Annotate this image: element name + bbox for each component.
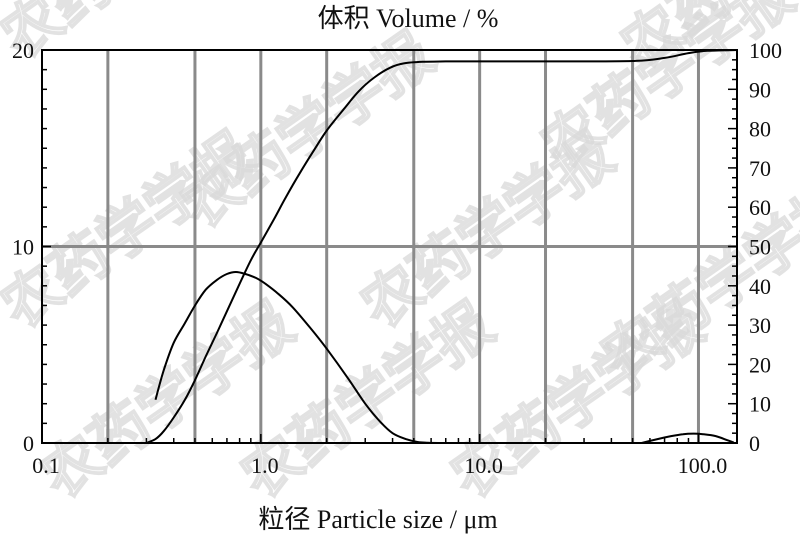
- y-right-tick-label: 40: [749, 274, 771, 299]
- series-layer: [145, 49, 738, 444]
- y-right-tick-label: 90: [749, 77, 771, 102]
- y-left-tick-label: 20: [12, 38, 34, 63]
- y-left-tick-label: 0: [23, 431, 34, 456]
- series-line-3: [145, 49, 738, 444]
- watermark-text: 农药学学报: [0, 119, 266, 341]
- x-tick-label: 1.0: [251, 453, 279, 478]
- y-right-tick-label: 50: [749, 235, 771, 260]
- y-right-tick-label: 30: [749, 313, 771, 338]
- x-tick-label: 0.1: [32, 453, 60, 478]
- watermark-text: 农药学学报: [0, 0, 266, 71]
- x-tick-label: 100.0: [678, 453, 728, 478]
- y-right-tick-label: 80: [749, 117, 771, 142]
- y-right-tick-label: 60: [749, 195, 771, 220]
- y-right-tick-label: 100: [749, 38, 782, 63]
- grid: [42, 50, 737, 443]
- y-right-tick-label: 20: [749, 352, 771, 377]
- y-right-tick-label: 0: [749, 431, 760, 456]
- x-axis-label: 粒径 Particle size / μm: [258, 505, 497, 534]
- series-line-1: [154, 270, 439, 444]
- chart-title: 体积 Volume / %: [318, 4, 499, 33]
- y-left-tick-label: 10: [12, 235, 34, 260]
- y-right-tick-label: 70: [749, 156, 771, 181]
- y-right-tick-label: 10: [749, 392, 771, 417]
- x-tick-label: 10.0: [464, 453, 503, 478]
- series-line-2: [641, 432, 735, 444]
- axes: 0 10 20 0 10 20 30 40 50 60 70 80 90 100 0.1 1.0 10.0 100…: [12, 38, 782, 478]
